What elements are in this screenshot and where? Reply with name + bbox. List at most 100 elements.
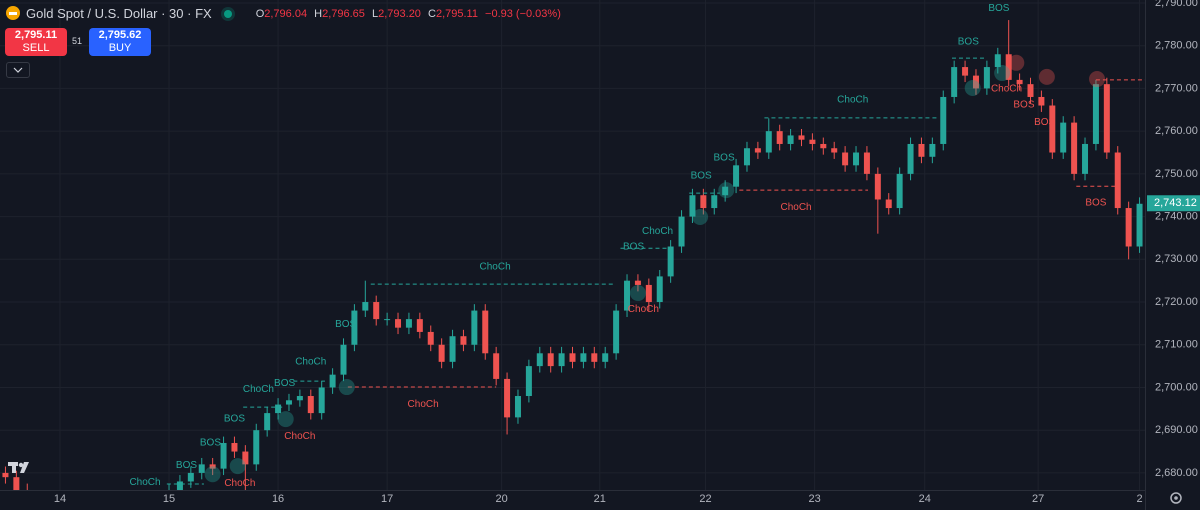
candle-body [809, 139, 816, 144]
o-label: O [255, 7, 265, 20]
candle-body [776, 131, 783, 144]
candle-body [722, 186, 729, 196]
h-value: 2,796.65 [322, 7, 365, 20]
candle-body [264, 413, 271, 431]
candle-body [198, 464, 205, 473]
candle-body [209, 464, 216, 469]
x-tick-label: 2 [1136, 493, 1142, 505]
x-tick-label: 20 [495, 493, 507, 505]
structure-label: ChoCh [129, 477, 160, 488]
candle-body [471, 310, 478, 345]
candle-body [656, 276, 663, 303]
ohlc-values: O2,796.04 H2,796.65 L2,793.20 C2,795.11 … [256, 8, 565, 20]
x-tick-label: 15 [163, 493, 175, 505]
candle-body [700, 195, 707, 209]
l-value: 2,793.20 [378, 7, 421, 20]
structure-label: BOS [623, 242, 644, 253]
symbol-header: Gold Spot / U.S. Dollar · 30 · FX O2,796… [6, 6, 565, 21]
candle-body [613, 310, 620, 354]
candle-body [536, 353, 543, 367]
candle-body [962, 67, 969, 76]
candle-body [405, 319, 412, 328]
structure-label: ChoCh [780, 202, 811, 213]
candle-body [624, 280, 631, 311]
tv-logo[interactable] [8, 462, 29, 473]
candle-body [438, 344, 445, 362]
buy-button[interactable]: 2,795.62 BUY [89, 28, 151, 56]
candle-body [831, 148, 838, 153]
grid [0, 0, 1145, 490]
candle-body [1092, 84, 1099, 144]
y-tick-label: 2,680.00 [1155, 467, 1198, 479]
sell-price: 2,795.11 [14, 29, 58, 41]
swing-marker [994, 65, 1011, 82]
buy-price: 2,795.62 [98, 29, 142, 41]
l-label: L [371, 7, 379, 20]
structure-label: BOS [988, 3, 1009, 14]
candle-body [972, 75, 979, 89]
x-tick-label: 17 [381, 493, 393, 505]
structure-label: BOS [958, 37, 979, 48]
candle-body [362, 302, 369, 311]
y-tick-label: 2,780.00 [1155, 40, 1198, 52]
candle-body [285, 400, 292, 405]
candle-body [296, 396, 303, 401]
candle-body [351, 310, 358, 345]
candle-body [24, 490, 30, 507]
candle-body [569, 353, 576, 362]
x-tick-label: 22 [699, 493, 711, 505]
symbol-title[interactable]: Gold Spot / U.S. Dollar · 30 · FX [26, 6, 212, 21]
candle-body [1114, 152, 1121, 209]
candle-body [591, 353, 598, 362]
x-tick-label: 21 [594, 493, 606, 505]
candle-body [13, 477, 20, 490]
candle-body [547, 353, 554, 367]
candle-body [689, 195, 696, 217]
sell-label: SELL [22, 42, 50, 54]
y-tick-label: 2,750.00 [1155, 168, 1198, 180]
structure-label: BOS [274, 378, 295, 389]
candle-body [504, 378, 511, 418]
candle-body [329, 374, 336, 388]
candle-body [994, 54, 1001, 68]
axes: 2,680.00 2,690.00 2,700.00 2,710.00 2,720.00… [54, 0, 1200, 505]
structure-label: BOS [335, 319, 356, 330]
candle-body [940, 96, 947, 144]
candle-body [558, 353, 565, 367]
swing-marker [1038, 68, 1055, 85]
candle-body [798, 135, 805, 140]
settings-icon[interactable] [1170, 492, 1182, 504]
structure-label: ChoCh [295, 356, 326, 367]
candle-body [580, 353, 587, 362]
structure-label: ChoCh [408, 399, 439, 410]
candle-body [1103, 84, 1110, 153]
c-value: 2,795.11 [435, 7, 478, 20]
candle-body [482, 310, 489, 354]
collapse-button[interactable] [6, 62, 30, 78]
candle-body [318, 387, 325, 414]
candle-body [733, 165, 740, 187]
x-tick-label: 24 [919, 493, 931, 505]
candle-body [1049, 105, 1056, 153]
candle-body [1136, 203, 1143, 247]
candle-body [427, 331, 434, 345]
y-tick-label: 2,730.00 [1155, 253, 1198, 265]
market-status[interactable] [223, 9, 232, 18]
candle-body [1016, 79, 1023, 85]
candle-body [983, 67, 990, 89]
candle-body [176, 481, 183, 490]
sell-button[interactable]: 2,795.11 SELL [5, 28, 67, 56]
candle-body [187, 472, 194, 482]
symbol-logo [6, 6, 20, 20]
swing-marker [1089, 71, 1106, 88]
candle-body [220, 443, 227, 469]
candle-body [645, 284, 652, 303]
swing-marker [692, 209, 709, 226]
candle-body [1038, 96, 1045, 106]
candle-body [929, 143, 936, 157]
candle-body [918, 143, 925, 157]
candle-body [1082, 143, 1089, 174]
structure-label: BOS [1085, 198, 1106, 209]
candle-body [2, 472, 9, 478]
